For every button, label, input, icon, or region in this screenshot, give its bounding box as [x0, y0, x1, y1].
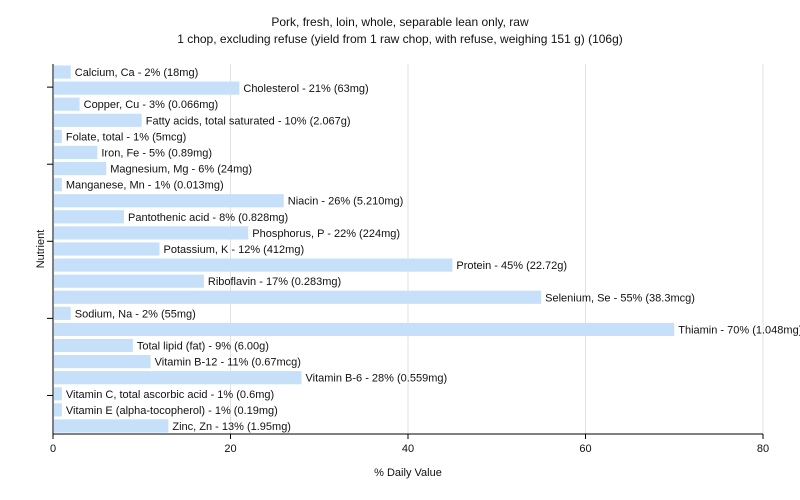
bar-label: Pantothenic acid - 8% (0.828mg) [128, 212, 288, 224]
bar [54, 306, 71, 320]
bar [54, 403, 62, 417]
x-tick-label: 40 [402, 443, 414, 455]
bar-label: Folate, total - 1% (5mcg) [66, 131, 186, 143]
bar-label: Selenium, Se - 55% (38.3mcg) [545, 292, 695, 304]
bar-label: Vitamin B-12 - 11% (0.67mcg) [155, 357, 301, 369]
bar-label: Total lipid (fat) - 9% (6.00g) [137, 341, 269, 353]
bar [54, 194, 284, 208]
bar [54, 258, 453, 272]
bar [54, 145, 98, 160]
bar-label: Magnesium, Mg - 6% (24mg) [110, 164, 252, 176]
y-axis-title: Nutrient [35, 230, 47, 269]
bar [54, 113, 142, 127]
bar-label: Phosphorus, P - 22% (224mg) [252, 228, 400, 240]
bar-label: Potassium, K - 12% (412mg) [164, 244, 305, 256]
bar [54, 338, 133, 353]
bar [54, 97, 80, 111]
chart-subtitle: 1 chop, excluding refuse (yield from 1 r… [177, 32, 623, 46]
bar-label: Calcium, Ca - 2% (18mg) [75, 67, 198, 79]
bar-label: Zinc, Zn - 13% (1.95mg) [172, 421, 291, 433]
bar [54, 242, 160, 256]
bar [54, 274, 204, 288]
x-tick-label: 20 [224, 443, 236, 455]
x-tick-label: 80 [757, 443, 769, 455]
bar [54, 178, 62, 192]
bar-label: Protein - 45% (22.72g) [456, 260, 567, 272]
bar-label: Manganese, Mn - 1% (0.013mg) [66, 180, 224, 192]
bar-label: Riboflavin - 17% (0.283mg) [208, 276, 341, 288]
x-tick-label: 0 [50, 443, 56, 455]
bar [54, 161, 107, 176]
x-tick-label: 60 [579, 443, 591, 455]
bar [54, 226, 249, 240]
bar [54, 419, 169, 433]
bar-label: Cholesterol - 21% (63mg) [243, 83, 368, 95]
chart-title: Pork, fresh, loin, whole, separable lean… [271, 15, 529, 29]
bar-label: Niacin - 26% (5.210mg) [288, 196, 404, 208]
bar [54, 371, 302, 385]
bar-label: Vitamin B-6 - 28% (0.559mg) [306, 373, 448, 385]
bar [54, 290, 542, 304]
bar [54, 129, 62, 143]
bar [54, 355, 151, 369]
bar [54, 65, 71, 79]
bar-label: Thiamin - 70% (1.048mg) [678, 324, 800, 336]
bar [54, 210, 124, 224]
x-axis-title: % Daily Value [374, 467, 442, 479]
bar-label: Sodium, Na - 2% (55mg) [75, 308, 196, 320]
bar [54, 322, 675, 337]
bar [54, 387, 62, 401]
bar-label: Fatty acids, total saturated - 10% (2.06… [146, 115, 351, 127]
bar-label: Vitamin E (alpha-tocopherol) - 1% (0.19m… [66, 405, 278, 417]
bar-label: Copper, Cu - 3% (0.066mg) [84, 99, 219, 111]
bar-label: Vitamin C, total ascorbic acid - 1% (0.6… [66, 389, 274, 401]
bar-label: Iron, Fe - 5% (0.89mg) [101, 147, 212, 159]
bar [54, 81, 240, 95]
